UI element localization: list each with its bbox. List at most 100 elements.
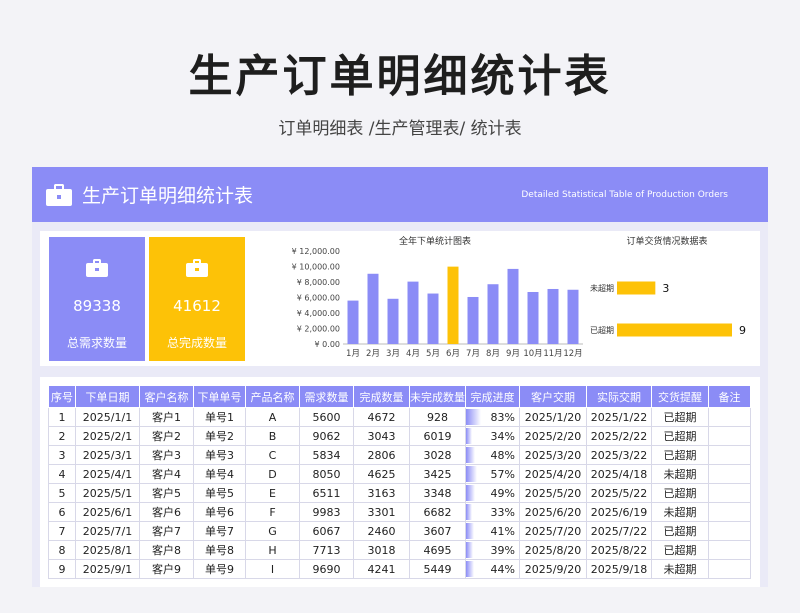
table-cell: 单号8 (193, 540, 246, 560)
table-cell (708, 426, 751, 446)
card-header: 生产订单明细统计表 Detailed Statistical Table of … (32, 167, 768, 222)
table-cell: H (245, 540, 300, 560)
progress-cell: 48% (465, 445, 520, 465)
column-header: 交货提醒 (651, 385, 709, 408)
table-cell: 4241 (353, 559, 410, 579)
table-cell: 已超期 (651, 445, 709, 465)
bar (447, 266, 459, 344)
table-cell: 2025/3/1 (75, 445, 140, 465)
progress-fill (466, 428, 473, 444)
report-card: 生产订单明细统计表 Detailed Statistical Table of … (32, 167, 768, 587)
table-cell: 客户6 (139, 502, 194, 522)
progress-value: 41% (490, 524, 515, 538)
progress-fill (466, 447, 475, 463)
y-tick-label: ¥ 10,000.00 (292, 263, 340, 272)
table-cell: 3348 (409, 483, 466, 503)
table-cell: 4695 (409, 540, 466, 560)
table-cell: 8 (48, 540, 76, 560)
table-cell: 3018 (353, 540, 410, 560)
column-header: 需求数量 (299, 385, 354, 408)
table-cell: G (245, 521, 300, 541)
table-cell (708, 483, 751, 503)
table-cell: 2025/6/19 (586, 502, 652, 522)
table-cell: 2025/4/1 (75, 464, 140, 484)
progress-value: 44% (490, 562, 515, 576)
progress-cell: 57% (465, 464, 520, 484)
x-tick-label: 3月 (386, 349, 400, 359)
briefcase-icon (86, 259, 108, 277)
table-cell (708, 445, 751, 465)
order-table-panel: 序号 下单日期 客户名称 下单单号 产品名称 需求数量 完成数量 未完成数量 完成进度 客户交期实… (40, 377, 760, 587)
table-cell: 928 (409, 407, 466, 427)
y-tick-label: ¥ 8,000.00 (297, 278, 340, 287)
table-cell: 3043 (353, 426, 410, 446)
table-cell: 2025/3/22 (586, 445, 652, 465)
table-cell (708, 559, 751, 579)
table-cell: 单号1 (193, 407, 246, 427)
table-cell: 2460 (353, 521, 410, 541)
table-cell: 6067 (299, 521, 354, 541)
column-header: 未完成数量 (409, 385, 466, 408)
table-cell (708, 540, 751, 560)
table-cell: 2806 (353, 445, 410, 465)
progress-cell: 49% (465, 483, 520, 503)
progress-cell: 33% (465, 502, 520, 522)
stats-panel: 89338 总需求数量 41612 总完成数量 全年下单统计图表 ¥ 0.00 ¥ … (40, 231, 760, 366)
table-row: 2 2025/2/1 客户2 单号2 B 9062 3043 6019 34% 2025/2/20… (48, 426, 751, 446)
bar (487, 284, 499, 344)
table-cell: 3425 (409, 464, 466, 484)
progress-fill (466, 409, 482, 425)
briefcase-icon (186, 259, 208, 277)
x-tick-label: 4月 (406, 349, 420, 359)
progress-fill (466, 542, 474, 558)
table-cell: 6511 (299, 483, 354, 503)
table-cell (708, 502, 751, 522)
card-title: 生产订单明细统计表 (82, 185, 254, 207)
table-cell: 2025/5/1 (75, 483, 140, 503)
table-cell: 2025/8/20 (519, 540, 587, 560)
table-row: 6 2025/6/1 客户6 单号6 F 9983 3301 6682 33% 2025/6/20… (48, 502, 751, 522)
page-subtitle: 订单明细表 /生产管理表/ 统计表 (278, 119, 522, 139)
kpi-label: 总需求数量 (66, 336, 127, 350)
table-cell: 5834 (299, 445, 354, 465)
table-cell: 2025/9/1 (75, 559, 140, 579)
column-header: 完成进度 (465, 385, 520, 408)
progress-value: 57% (490, 467, 515, 481)
table-cell: 2025/9/20 (519, 559, 587, 579)
column-header: 下单日期 (75, 385, 140, 408)
y-tick-label: ¥ 0.00 (315, 340, 340, 349)
x-tick-label: 1月 (346, 349, 360, 359)
table-cell: 9 (48, 559, 76, 579)
table-cell: 9983 (299, 502, 354, 522)
table-cell: 5600 (299, 407, 354, 427)
data-label: 3 (662, 282, 669, 295)
table-cell: F (245, 502, 300, 522)
x-tick-label: 7月 (466, 349, 480, 359)
table-cell: 2025/7/20 (519, 521, 587, 541)
table-cell: 未超期 (651, 464, 709, 484)
table-cell: 5 (48, 483, 76, 503)
table-cell: 已超期 (651, 483, 709, 503)
bar (347, 300, 359, 344)
bar (427, 293, 439, 344)
progress-cell: 34% (465, 426, 520, 446)
y-tick-label: ¥ 4,000.00 (297, 309, 340, 318)
table-cell: 4625 (353, 464, 410, 484)
table-cell: 2025/6/1 (75, 502, 140, 522)
x-tick-label: 6月 (446, 349, 460, 359)
table-cell (708, 521, 751, 541)
table-cell: 未超期 (651, 502, 709, 522)
table-cell: C (245, 445, 300, 465)
table-cell: 4672 (353, 407, 410, 427)
x-tick-label: 5月 (426, 349, 440, 359)
x-tick-label: 11月 (543, 349, 562, 359)
table-cell: 6682 (409, 502, 466, 522)
bar (367, 273, 379, 344)
table-cell: 2025/9/18 (586, 559, 652, 579)
table-cell: A (245, 407, 300, 427)
progress-fill (466, 504, 473, 520)
table-cell (708, 407, 751, 427)
table-cell: 2025/7/22 (586, 521, 652, 541)
table-cell: 3163 (353, 483, 410, 503)
table-cell: 2025/4/20 (519, 464, 587, 484)
